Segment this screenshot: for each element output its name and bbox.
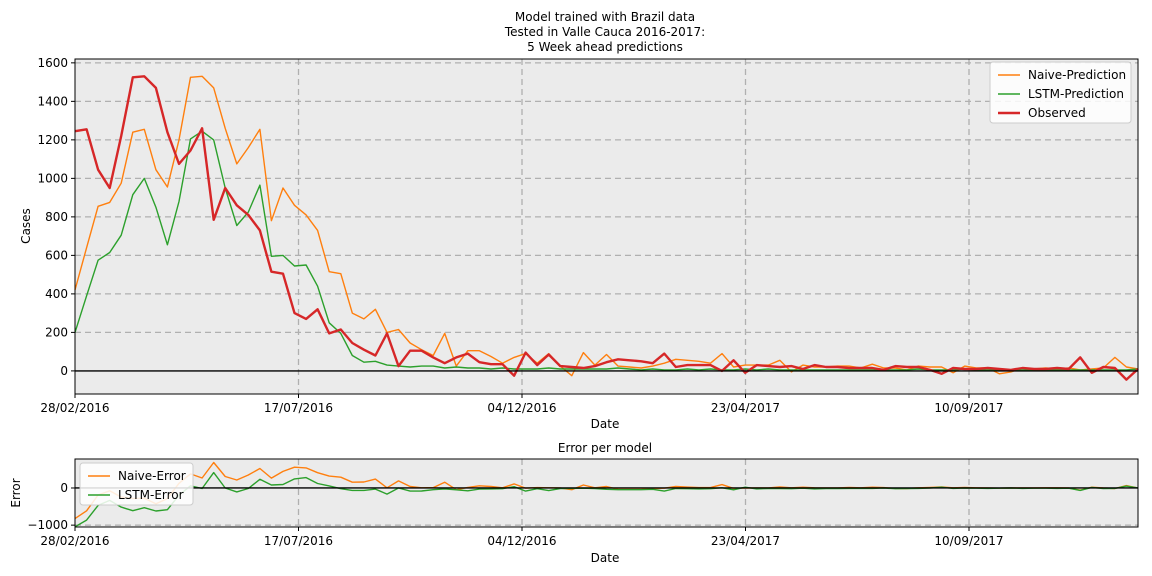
main-chart-subtitle-1: Tested in Valle Cauca 2016-2017:	[504, 25, 705, 39]
main-y-tick-label: 1000	[37, 171, 68, 185]
main-legend-label: Observed	[1028, 106, 1086, 120]
error-plot-frame	[74, 458, 1139, 528]
main-y-tick-label: 1400	[37, 94, 68, 108]
main-x-axis-label: Date	[591, 417, 620, 431]
main-plot-background	[75, 59, 1138, 394]
main-y-axis-label: Cases	[19, 208, 33, 244]
main-chart-subtitle-2: 5 Week ahead predictions	[527, 40, 683, 54]
error-chart-title: Error per model	[558, 441, 652, 455]
error-x-tick-label: 04/12/2016	[487, 534, 556, 548]
error-plot-area: −1000 0 28/02/2016 17/07/2016 04/12/2016 23/0…	[27, 458, 1139, 548]
main-y-tick-label: 400	[45, 287, 68, 301]
main-y-tick-label: 1200	[37, 133, 68, 147]
main-plot-frame	[74, 58, 1139, 395]
main-x-tick-label: 17/07/2016	[264, 401, 333, 415]
main-legend-label: LSTM-Prediction	[1028, 87, 1124, 101]
error-y-tick-label: 0	[60, 481, 68, 495]
error-y-axis-label: Error	[9, 478, 23, 507]
main-x-tick-label: 10/09/2017	[934, 401, 1003, 415]
main-x-tick-label: 28/02/2016	[40, 401, 109, 415]
error-legend-label: LSTM-Error	[118, 488, 184, 502]
main-series-observed	[74, 75, 1139, 381]
main-y-tick-label: 800	[45, 210, 68, 224]
main-y-tick-label: 1600	[37, 56, 68, 70]
error-plot-background	[75, 459, 1138, 527]
main-chart-title: Model trained with Brazil data	[515, 10, 695, 24]
error-x-tick-label: 10/09/2017	[934, 534, 1003, 548]
main-legend: Naive-Prediction LSTM-Prediction Observed	[989, 61, 1132, 124]
main-legend-box	[989, 61, 1132, 124]
main-y-tick-label: 0	[60, 364, 68, 378]
error-x-tick-label: 23/04/2017	[711, 534, 780, 548]
error-legend: Naive-Error LSTM-Error	[79, 462, 194, 506]
main-y-tick-label: 200	[45, 325, 68, 339]
main-plot-area: 0 200 400 600 800 1000 1200 1400 1600 28/02/2016 1…	[37, 56, 1139, 415]
error-x-tick-label: 28/02/2016	[40, 534, 109, 548]
main-legend-label: Naive-Prediction	[1028, 68, 1126, 82]
error-x-axis-label: Date	[591, 551, 620, 565]
main-y-tick-label: 600	[45, 248, 68, 262]
main-x-tick-label: 23/04/2017	[711, 401, 780, 415]
error-legend-label: Naive-Error	[118, 469, 186, 483]
error-x-tick-label: 17/07/2016	[264, 534, 333, 548]
error-y-tick-label: −1000	[27, 518, 68, 532]
main-x-tick-label: 04/12/2016	[487, 401, 556, 415]
